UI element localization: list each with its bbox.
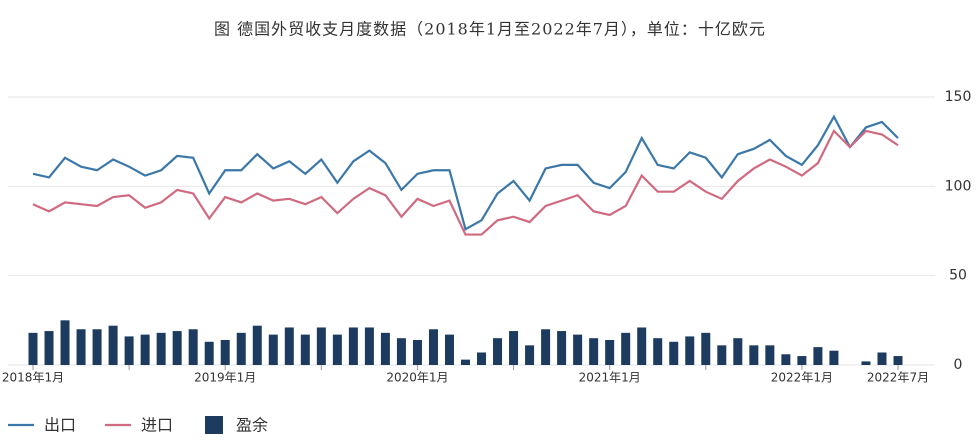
bar <box>396 338 406 365</box>
bar <box>252 325 262 365</box>
bar <box>412 339 422 365</box>
bar <box>861 361 871 365</box>
x-tick-label: 2022年7月 <box>867 371 929 385</box>
bar <box>733 338 743 365</box>
x-tick-label: 2020年1月 <box>386 371 448 385</box>
bar <box>477 352 487 365</box>
bar <box>669 341 679 365</box>
bar <box>637 327 647 365</box>
bar <box>188 329 198 365</box>
bar <box>493 338 503 365</box>
bar <box>140 334 150 365</box>
bar <box>428 329 438 365</box>
bar <box>461 359 470 365</box>
legend-label: 出口 <box>44 416 76 435</box>
bar <box>92 329 102 365</box>
line <box>32 129 899 236</box>
x-tick-label: 2021年1月 <box>579 371 641 385</box>
legend-label: 进口 <box>141 416 173 435</box>
bar <box>284 327 294 365</box>
bar <box>621 332 631 365</box>
bar <box>268 334 278 365</box>
bar <box>124 336 134 365</box>
bar <box>573 334 583 365</box>
bar <box>525 345 535 365</box>
line <box>32 114 899 231</box>
bar <box>813 347 823 365</box>
bar <box>749 345 759 365</box>
bar <box>797 356 807 365</box>
bar <box>541 329 551 365</box>
bar <box>364 327 374 365</box>
bar <box>28 332 38 365</box>
bar <box>653 338 663 365</box>
bar <box>717 345 727 365</box>
bar <box>509 331 519 365</box>
x-tick-label: 2018年1月 <box>2 371 64 385</box>
bar <box>60 320 70 365</box>
bar <box>557 331 567 365</box>
y-tick-label: 100 <box>945 178 972 194</box>
bar <box>220 339 230 365</box>
bar <box>380 332 390 365</box>
bar <box>204 341 214 365</box>
bar <box>685 336 695 365</box>
y-tick-label: 150 <box>945 89 972 105</box>
y-tick-label: 0 <box>954 357 963 373</box>
bar <box>236 332 246 365</box>
legend-label: 盈余 <box>236 416 268 435</box>
chart-title: 图 德国外贸收支月度数据（2018年1月至2022年7月），单位：十亿欧元 <box>214 20 766 39</box>
x-tick-label: 2022年1月 <box>771 371 833 385</box>
bar <box>316 327 326 365</box>
bar <box>701 332 711 365</box>
bar <box>605 339 615 365</box>
bar <box>829 350 839 365</box>
bar <box>877 352 887 365</box>
bar <box>781 354 791 365</box>
bar <box>589 338 599 365</box>
bar <box>444 334 454 365</box>
x-tick-label: 2019年1月 <box>194 371 256 385</box>
bar <box>893 356 903 365</box>
bar <box>300 334 310 365</box>
legend-swatch <box>205 416 223 434</box>
bar <box>332 334 342 365</box>
bar <box>348 327 358 365</box>
bar <box>44 331 54 365</box>
bar <box>76 329 86 365</box>
bar <box>156 332 166 365</box>
bar <box>108 325 118 365</box>
bar <box>172 331 182 365</box>
bar <box>765 345 775 365</box>
y-tick-label: 50 <box>949 268 967 284</box>
